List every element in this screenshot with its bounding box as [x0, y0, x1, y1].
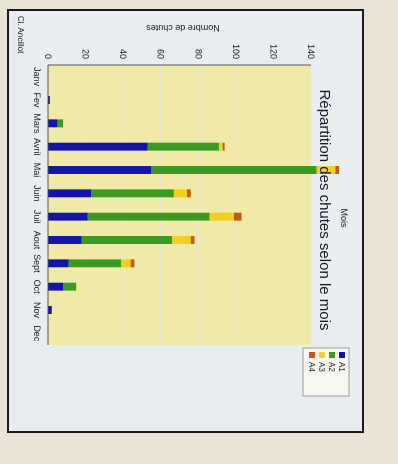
rotated-chart: 0 20 40 60 80 100 120 140 Janv Fev Mars Avril Mai Jui… [16, 16, 350, 397]
y-tick-label: 20 [81, 49, 91, 59]
bar-segment [47, 282, 64, 291]
bar-segment [130, 259, 135, 268]
chart-title: Répartition des chutes selon le mois [316, 90, 333, 331]
bar-segment [68, 259, 122, 268]
bar-segment [48, 189, 92, 198]
x-tick-label: Dec [32, 325, 42, 342]
bars [47, 96, 340, 314]
bar-segment [335, 166, 340, 174]
bar-segment [48, 142, 148, 151]
bar-segment [209, 212, 234, 221]
x-tick-label: Nov [32, 302, 42, 319]
x-tick-label: Oct [32, 280, 42, 295]
legend-swatch [319, 352, 325, 358]
bar-segment [47, 119, 58, 128]
x-tick-label: Mai [32, 163, 42, 178]
bar-segment [57, 119, 64, 128]
y-tick-label: 0 [43, 54, 53, 59]
y-tick-label: 60 [156, 49, 166, 59]
y-tick-label: 80 [193, 49, 203, 59]
bar-segment [48, 212, 88, 221]
x-tick-label: Juin [32, 185, 42, 202]
bar-segment [190, 236, 195, 244]
legend-swatch [339, 352, 345, 358]
bar-segment [233, 212, 242, 221]
y-tick-label: 140 [306, 44, 316, 59]
y-axis-label: Nombre de chutes [146, 23, 220, 33]
grid-lines [85, 65, 312, 345]
bar-segment [81, 236, 172, 244]
bar-segment [47, 306, 52, 314]
bar-segment [48, 236, 82, 244]
x-tick-label: Avril [32, 138, 42, 155]
plot-background [48, 65, 311, 345]
bar-segment [222, 142, 225, 151]
legend-box [302, 347, 350, 397]
legend-swatch [329, 352, 335, 358]
bar-segment [87, 212, 210, 221]
y-tick-label: 120 [268, 44, 278, 59]
legend-label: A4 [307, 362, 316, 372]
bar-segment [48, 166, 152, 174]
x-tick-label: Janv [32, 67, 42, 87]
bar-segment [171, 236, 191, 244]
bar-segment [316, 166, 336, 174]
x-axis-label: Mois [339, 208, 349, 228]
x-tick-label: Sept [32, 254, 42, 273]
legend-label: A1 [337, 362, 346, 372]
bar-segment [173, 189, 188, 198]
tick-labels: 0 20 40 60 80 100 120 140 Janv Fev Mars Avril Mai Jui… [32, 44, 316, 342]
bar-segment [187, 189, 191, 198]
bar-segment [91, 189, 174, 198]
y-tick-label: 40 [118, 49, 128, 59]
bar-segment [121, 259, 131, 268]
bar-segment [218, 142, 223, 151]
bar-segment [147, 142, 219, 151]
bar-segment [151, 166, 317, 174]
corner-label: Cl. Ancillot [16, 16, 25, 54]
bar-segment [47, 259, 69, 268]
legend-swatch [309, 352, 315, 358]
axes [47, 64, 311, 345]
bar-segment [63, 282, 77, 291]
legend-label: A2 [327, 362, 336, 372]
x-tick-label: Aout [32, 231, 42, 250]
legend-label: A3 [317, 362, 326, 372]
y-tick-label: 100 [231, 44, 241, 59]
x-tick-label: Juil [32, 210, 42, 224]
x-tick-label: Mars [32, 113, 42, 133]
x-tick-label: Fev [32, 92, 42, 108]
